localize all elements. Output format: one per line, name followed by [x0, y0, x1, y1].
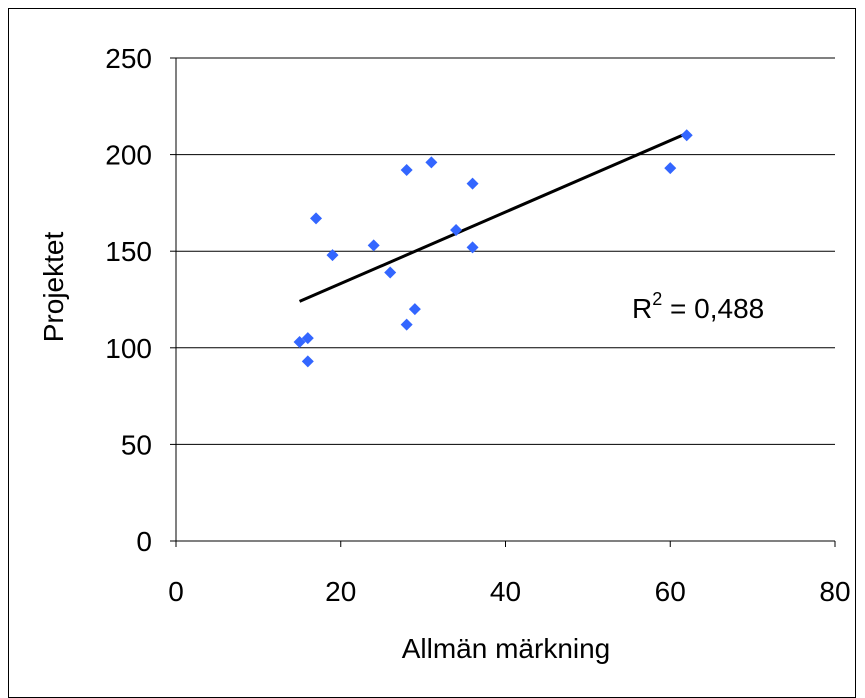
- data-point-11: [450, 223, 463, 236]
- y-tick-label-150: 150: [105, 236, 152, 267]
- x-tick-labels: 0 20 40 60 80: [168, 576, 850, 607]
- r-squared-superscript: 2: [652, 289, 662, 309]
- data-point-4: [326, 249, 339, 262]
- r-squared-symbol: R: [632, 293, 652, 324]
- y-tick-label-50: 50: [121, 429, 152, 460]
- x-tick-label-20: 20: [325, 576, 356, 607]
- data-point-13: [466, 241, 479, 254]
- y-tick-label-100: 100: [105, 333, 152, 364]
- x-tick-label-40: 40: [490, 576, 521, 607]
- data-points: [293, 129, 693, 368]
- y-tick-labels: 0 50 100 150 200 250: [105, 43, 152, 557]
- data-point-9: [408, 303, 421, 316]
- gridlines: [176, 57, 835, 445]
- data-point-10: [425, 156, 438, 169]
- data-point-2: [301, 355, 314, 368]
- y-tick-label-200: 200: [105, 140, 152, 171]
- data-point-15: [680, 129, 693, 142]
- trendline-group: [298, 131, 688, 303]
- y-tick-label-250: 250: [105, 43, 152, 74]
- data-point-14: [664, 162, 677, 175]
- data-point-7: [400, 164, 413, 177]
- x-tick-label-60: 60: [655, 576, 686, 607]
- data-point-1: [301, 332, 314, 345]
- data-point-12: [466, 177, 479, 190]
- r-squared-annotation: R2 = 0,488: [632, 289, 764, 324]
- data-point-3: [310, 212, 323, 225]
- trendline: [298, 131, 688, 303]
- axes: [170, 57, 836, 547]
- y-tick-label-0: 0: [136, 526, 152, 557]
- data-point-5: [367, 239, 380, 252]
- data-point-0: [293, 336, 306, 349]
- data-point-6: [384, 266, 397, 279]
- y-axis-label: Projektet: [38, 232, 69, 343]
- x-tick-label-80: 80: [819, 576, 850, 607]
- data-point-8: [400, 318, 413, 331]
- r-squared-value: = 0,488: [662, 293, 764, 324]
- x-axis-label: Allmän märkning: [402, 633, 611, 664]
- x-tick-label-0: 0: [168, 576, 184, 607]
